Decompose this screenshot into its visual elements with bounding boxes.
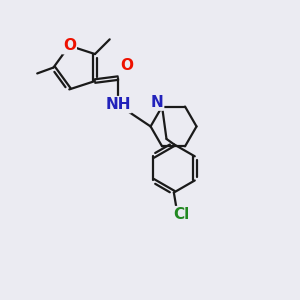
Text: N: N (150, 94, 163, 110)
Text: NH: NH (105, 97, 131, 112)
Text: O: O (63, 38, 76, 53)
Text: O: O (120, 58, 133, 73)
Text: Cl: Cl (173, 207, 189, 222)
